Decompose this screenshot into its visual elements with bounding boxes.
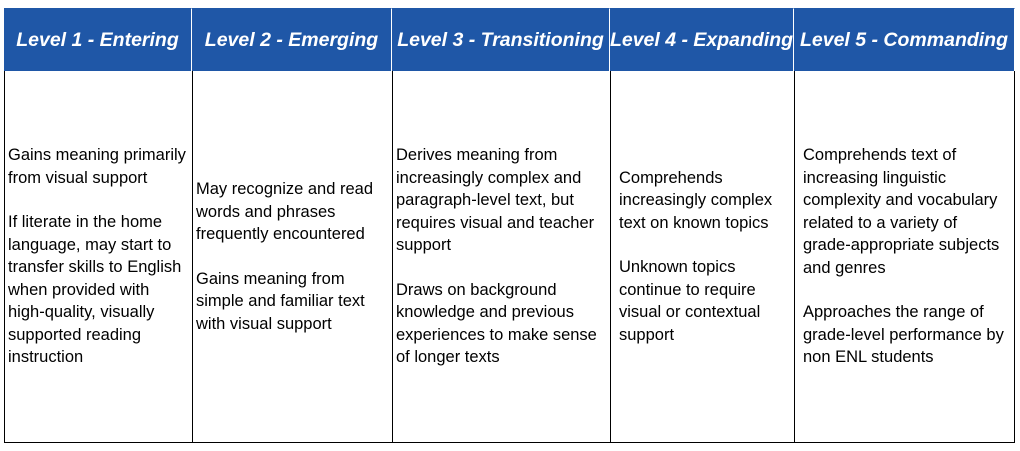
cell-level-2: May recognize and read words and phrases… <box>192 71 392 443</box>
header-level-3: Level 3 - Transitioning <box>392 8 610 71</box>
cell-level-5: Comprehends text of increasing linguisti… <box>794 71 1015 443</box>
level-2-item-2: Gains meaning from simple and familiar t… <box>196 269 365 333</box>
cell-level-3: Derives meaning from increasingly comple… <box>392 71 610 443</box>
proficiency-levels-table: Level 1 - Entering Level 2 - Emerging Le… <box>4 8 1015 443</box>
level-5-item-2: Approaches the range of grade-level perf… <box>803 303 1004 367</box>
level-4-item-2: Unknown topics continue to require visua… <box>619 258 761 344</box>
level-1-item-1: Gains meaning primarily from visual supp… <box>8 146 186 187</box>
header-level-2: Level 2 - Emerging <box>192 8 392 71</box>
header-level-4: Level 4 - Expanding <box>610 8 794 71</box>
header-level-1: Level 1 - Entering <box>4 8 192 71</box>
level-3-item-2: Draws on background knowledge and previo… <box>396 280 597 367</box>
cell-level-4: Comprehends increasingly complex text on… <box>610 71 794 443</box>
level-3-item-1: Derives meaning from increasingly comple… <box>396 146 595 255</box>
level-5-item-1: Comprehends text of increasing linguisti… <box>803 146 1000 277</box>
cell-level-1: Gains meaning primarily from visual supp… <box>4 71 192 443</box>
level-1-item-2: If literate in the home language, may st… <box>8 213 182 367</box>
level-4-item-1: Comprehends increasingly complex text on… <box>619 168 773 232</box>
level-2-item-1: May recognize and read words and phrases… <box>196 180 374 243</box>
header-level-5: Level 5 - Commanding <box>794 8 1015 71</box>
